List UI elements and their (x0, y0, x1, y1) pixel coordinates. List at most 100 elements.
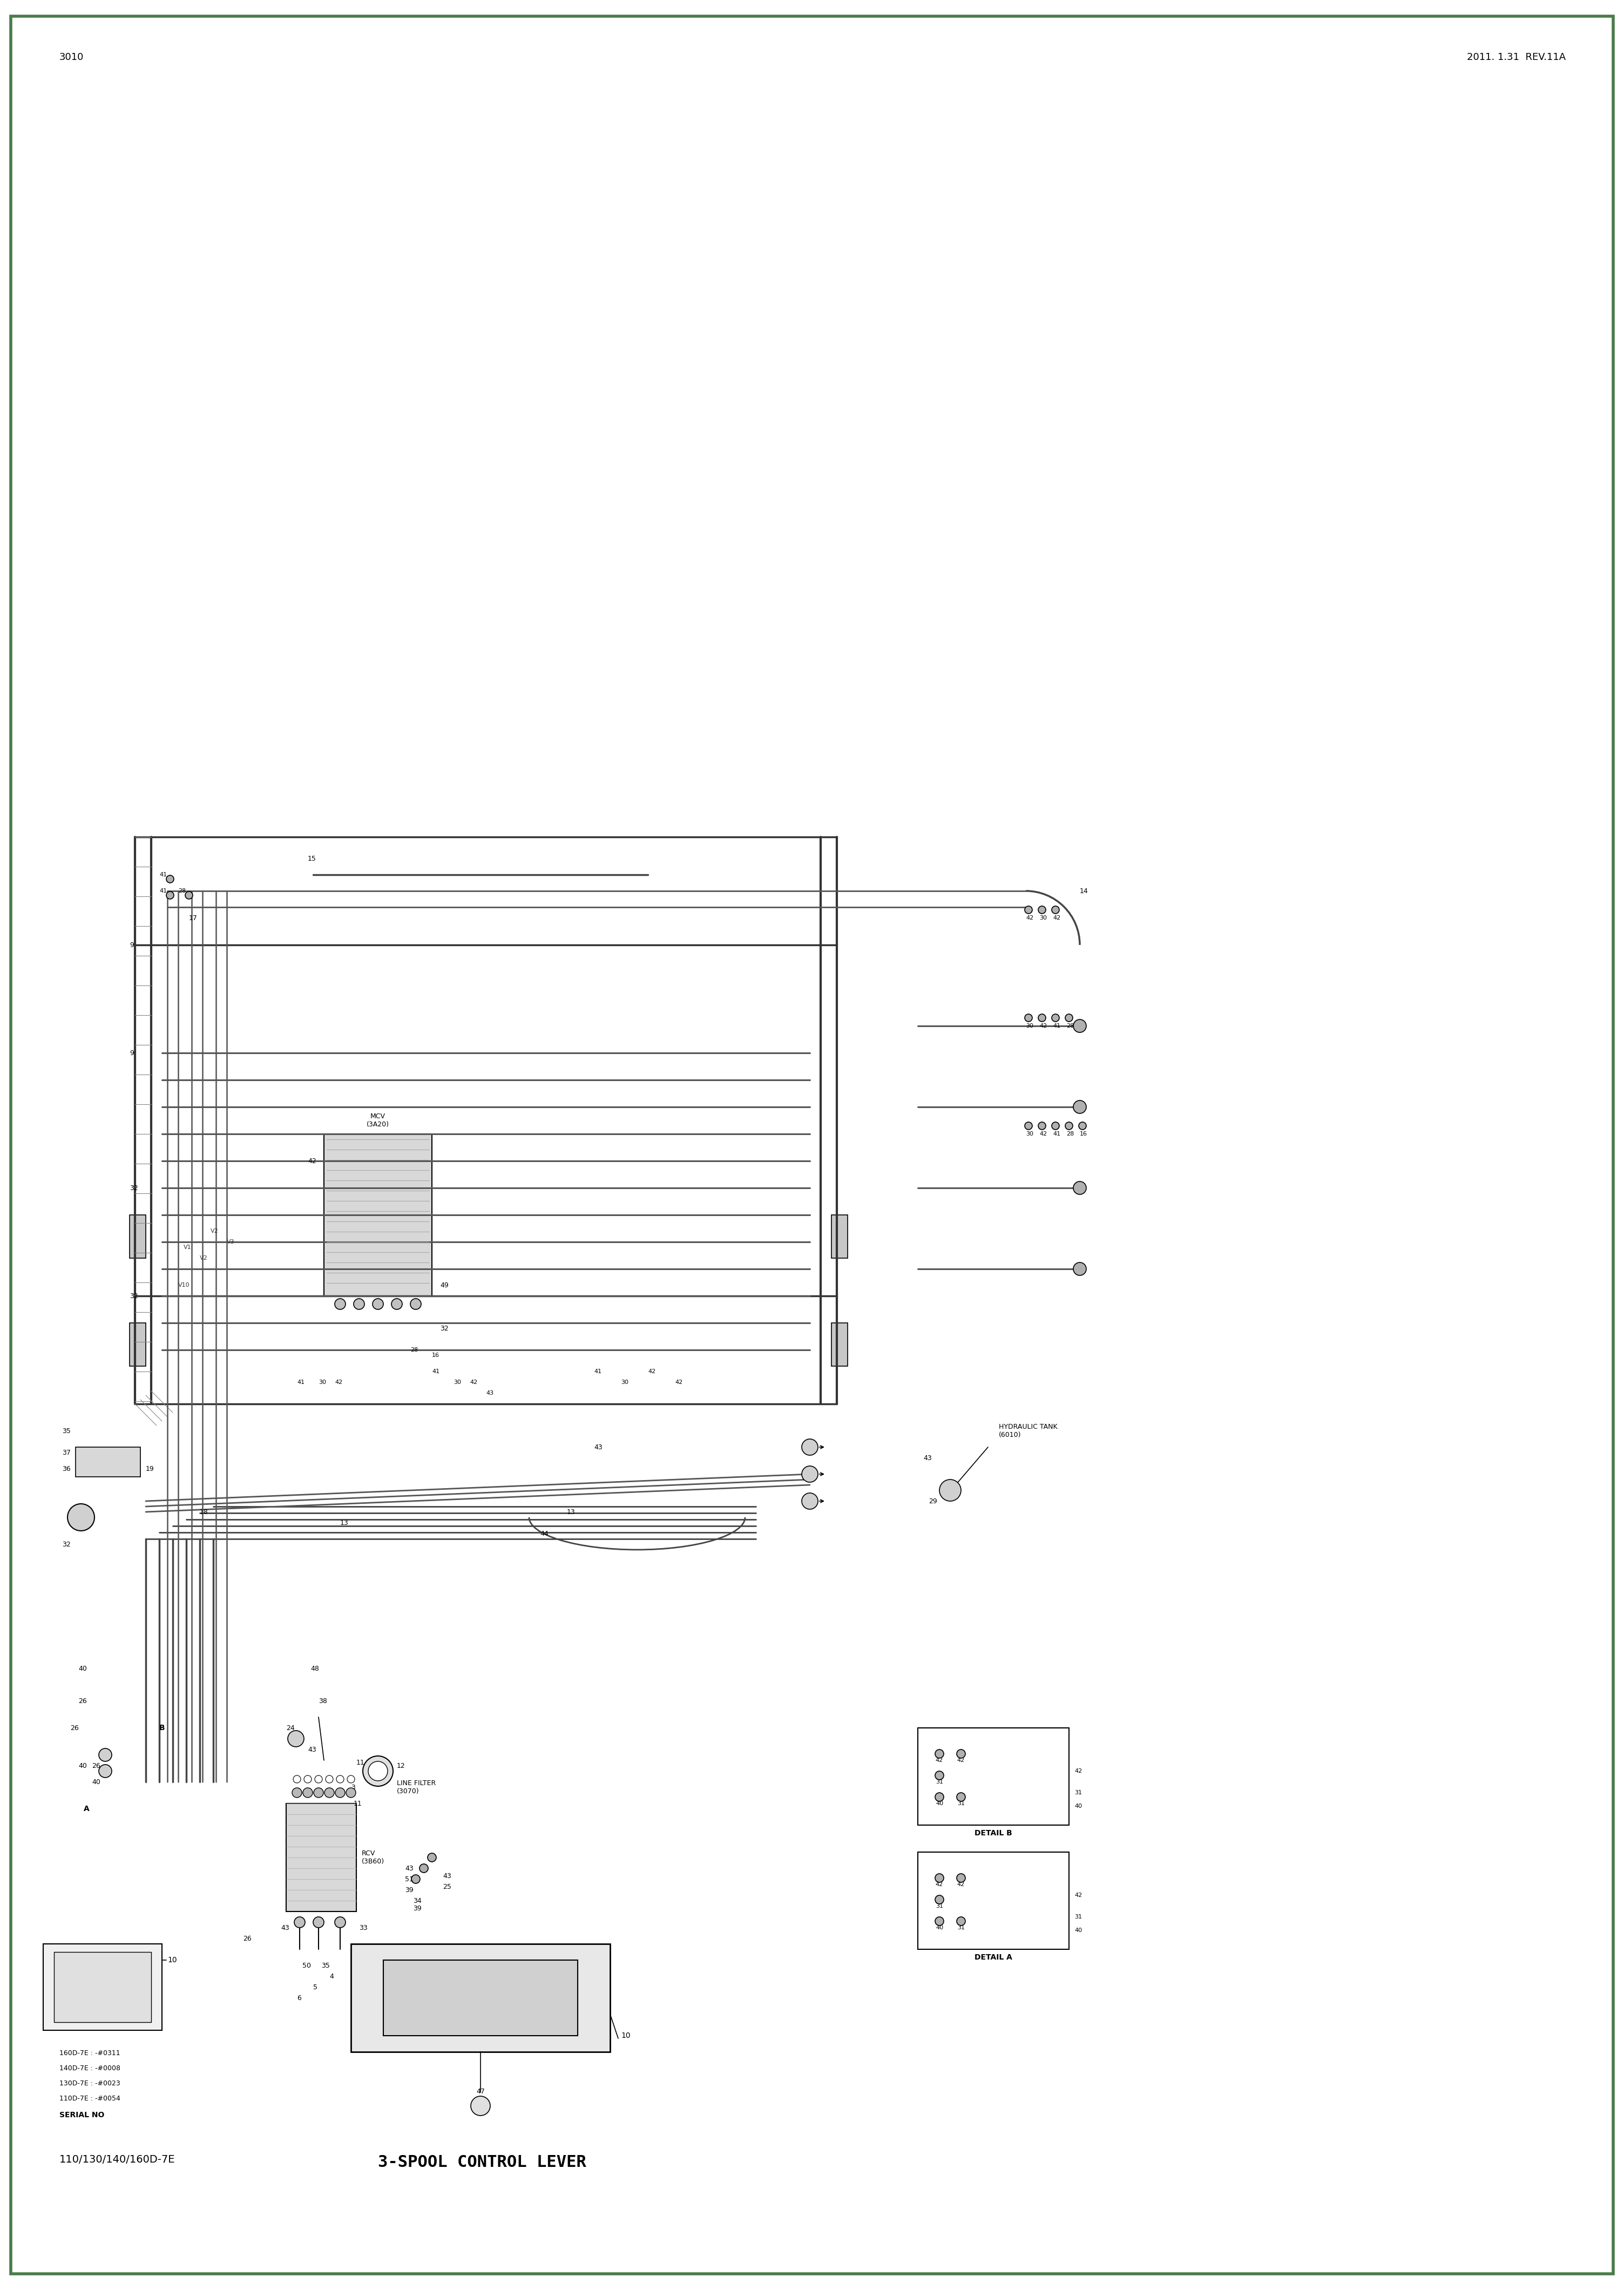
Bar (918, 1729, 1069, 1825)
Text: 43: 43 (922, 1454, 932, 1461)
Circle shape (166, 891, 174, 900)
Circle shape (294, 1917, 305, 1928)
Text: V2: V2 (200, 1255, 208, 1262)
Text: DETAIL B: DETAIL B (974, 1830, 1012, 1837)
Text: V10: V10 (179, 1282, 190, 1287)
Circle shape (1025, 1014, 1033, 1021)
Text: 42: 42 (469, 1379, 477, 1385)
Text: 41: 41 (297, 1379, 305, 1385)
Text: 110/130/140/160D-7E: 110/130/140/160D-7E (60, 2155, 175, 2164)
Text: RCV
(3B60): RCV (3B60) (362, 1850, 385, 1864)
Circle shape (313, 1788, 323, 1798)
Circle shape (1073, 1262, 1086, 1276)
Text: 30: 30 (318, 1379, 326, 1385)
Circle shape (935, 1917, 944, 1926)
Circle shape (335, 1298, 346, 1310)
Text: 110D-7E : -#0054: 110D-7E : -#0054 (60, 2095, 120, 2102)
Circle shape (1052, 1122, 1059, 1129)
Text: 41: 41 (1052, 1131, 1060, 1136)
Circle shape (1052, 1014, 1059, 1021)
Text: 3010: 3010 (60, 53, 84, 62)
Circle shape (336, 1775, 344, 1784)
Text: 33: 33 (359, 1924, 367, 1930)
Bar (286, 1805, 356, 1912)
Text: 41: 41 (432, 1369, 440, 1374)
Text: 14: 14 (1080, 889, 1088, 895)
Text: 42: 42 (957, 1759, 965, 1763)
Text: HYDRAULIC TANK
(6010): HYDRAULIC TANK (6010) (999, 1424, 1057, 1438)
Text: 42: 42 (935, 1882, 944, 1887)
Bar (383, 1960, 578, 2036)
Text: 42: 42 (676, 1379, 682, 1385)
Text: 37: 37 (62, 1450, 71, 1456)
Text: 6: 6 (297, 1995, 300, 2001)
Text: 51: 51 (404, 1876, 414, 1882)
Text: 36: 36 (62, 1466, 70, 1472)
Text: 50: 50 (302, 1963, 310, 1969)
Circle shape (1073, 1101, 1086, 1113)
Circle shape (325, 1788, 335, 1798)
Circle shape (935, 1793, 944, 1802)
Text: 30: 30 (453, 1379, 461, 1385)
Circle shape (348, 1775, 354, 1784)
Circle shape (304, 1775, 312, 1784)
Bar (130, 1324, 146, 1367)
Text: 30: 30 (620, 1379, 628, 1385)
Text: 40: 40 (93, 1779, 101, 1786)
Text: 15: 15 (307, 854, 317, 861)
Text: 26: 26 (93, 1763, 101, 1770)
Circle shape (1065, 1014, 1073, 1021)
Text: 26: 26 (70, 1724, 78, 1731)
Bar (831, 1324, 848, 1367)
Text: A: A (84, 1805, 89, 1814)
Text: 28: 28 (1067, 1131, 1073, 1136)
Circle shape (354, 1298, 364, 1310)
Text: 42: 42 (1075, 1768, 1082, 1775)
Text: 31: 31 (957, 1926, 965, 1930)
Text: DETAIL A: DETAIL A (974, 1953, 1012, 1960)
Circle shape (68, 1505, 94, 1530)
Text: 44: 44 (539, 1530, 549, 1537)
Text: 16: 16 (1080, 1131, 1088, 1136)
Text: 9: 9 (130, 941, 133, 948)
Text: 9: 9 (130, 1049, 133, 1056)
Text: 38: 38 (318, 1697, 326, 1704)
Text: 42: 42 (1026, 916, 1033, 921)
Text: 42: 42 (1039, 1131, 1047, 1136)
Circle shape (304, 1788, 312, 1798)
Circle shape (957, 1793, 965, 1802)
Text: 40: 40 (78, 1665, 86, 1672)
Circle shape (1025, 907, 1033, 914)
Text: MCV
(3A20): MCV (3A20) (367, 1113, 390, 1129)
Bar (351, 1944, 611, 2052)
Circle shape (325, 1775, 333, 1784)
Text: 28: 28 (1067, 1024, 1073, 1028)
Text: 24: 24 (286, 1724, 294, 1731)
Circle shape (1052, 907, 1059, 914)
Circle shape (1078, 1122, 1086, 1129)
Text: 48: 48 (310, 1665, 318, 1672)
Text: 43: 43 (281, 1924, 289, 1930)
Text: 26: 26 (244, 1935, 252, 1942)
Text: 40: 40 (1075, 1928, 1082, 1933)
Text: 42: 42 (935, 1759, 944, 1763)
Text: 13: 13 (567, 1509, 575, 1516)
Circle shape (471, 2095, 490, 2116)
Text: 43: 43 (443, 1873, 451, 1880)
Circle shape (166, 875, 174, 884)
Text: B: B (159, 1724, 166, 1731)
Circle shape (802, 1493, 818, 1509)
Bar (44, 1944, 162, 2031)
Text: 31: 31 (935, 1779, 944, 1784)
Circle shape (346, 1788, 356, 1798)
Circle shape (369, 1761, 388, 1782)
Text: 39: 39 (412, 1905, 422, 1912)
Text: 42: 42 (1075, 1892, 1082, 1898)
Circle shape (335, 1917, 346, 1928)
Text: 140D-7E : -#0008: 140D-7E : -#0008 (60, 2066, 120, 2072)
Text: 42: 42 (1039, 1024, 1047, 1028)
Circle shape (99, 1747, 112, 1761)
Text: 42: 42 (648, 1369, 656, 1374)
Text: 160D-7E : -#0311: 160D-7E : -#0311 (60, 2050, 120, 2056)
Text: 42: 42 (1052, 916, 1060, 921)
